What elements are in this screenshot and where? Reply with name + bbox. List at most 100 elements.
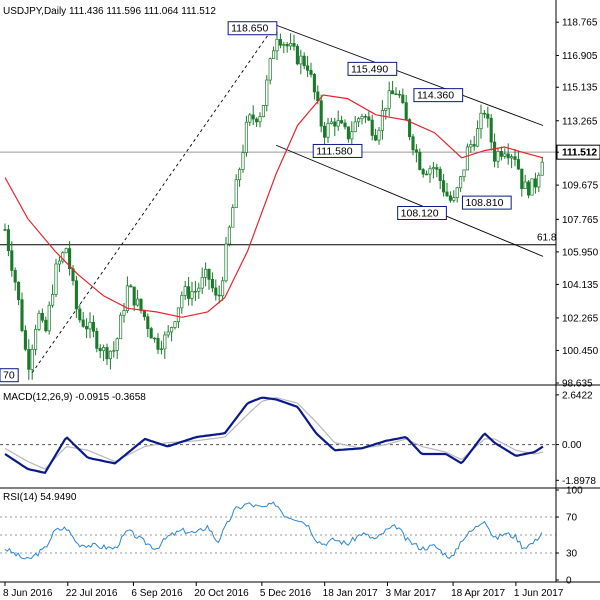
candle-body [224, 243, 228, 282]
candle-body [499, 151, 503, 157]
candle-body [227, 226, 231, 245]
candle-body [251, 114, 255, 120]
candle-body [414, 149, 418, 153]
macd-tick-label: -1.8978 [562, 476, 596, 487]
candle-body [204, 268, 208, 278]
price-annotation-box [227, 21, 278, 36]
trendline [31, 23, 277, 374]
candle-body [442, 180, 446, 193]
candle-body [455, 187, 459, 198]
price-annotation-box [0, 368, 19, 383]
candle-body [404, 102, 408, 120]
candle-body [57, 260, 61, 265]
candle-body [136, 298, 140, 306]
candle-body [452, 197, 456, 201]
candle-body [81, 319, 85, 327]
candle-body [180, 295, 184, 309]
candle-body [346, 126, 350, 140]
candle-body [462, 169, 466, 178]
candle-body [40, 312, 44, 321]
x-tick-label: 20 Oct 2016 [194, 588, 249, 599]
candle-body [23, 330, 27, 350]
candle-body [95, 330, 99, 349]
macd-tick-label: 0.00 [562, 440, 582, 451]
candle-body [329, 121, 333, 124]
candle-body [285, 44, 289, 47]
candle-body [17, 281, 21, 301]
candle-body [333, 121, 337, 127]
candle-body [479, 112, 483, 129]
candle-body [193, 290, 197, 293]
x-tick-label: 1 Jun 2017 [514, 588, 564, 599]
price-header: USDJPY,Daily 111.436 111.596 111.064 111… [3, 6, 216, 17]
candle-body [115, 338, 119, 351]
candle-body [54, 263, 58, 295]
candle-body [397, 93, 401, 96]
candle-body [275, 39, 279, 52]
price-annotation-label: 108.810 [465, 197, 503, 209]
candle-body [343, 122, 347, 128]
candle-body [418, 151, 422, 170]
candle-body [173, 321, 177, 328]
candle-body [258, 116, 262, 123]
candle-body [323, 125, 327, 138]
candle-body [91, 321, 95, 332]
candle-body [51, 294, 55, 306]
candle-body [170, 327, 174, 333]
candle-body [513, 156, 517, 160]
price-annotation-box [397, 205, 447, 220]
price-tick-label: 100.450 [562, 346, 599, 357]
candle-body [13, 270, 17, 283]
candle-body [496, 151, 500, 162]
candle-body [401, 94, 405, 103]
candle-body [221, 280, 225, 297]
candle-body [510, 156, 514, 159]
candle-body [20, 299, 24, 331]
candle-body [326, 123, 330, 138]
current-price-label: 111.512 [562, 148, 597, 159]
candle-body [353, 121, 357, 133]
candle-body [119, 314, 123, 340]
candle-body [88, 321, 92, 330]
candle-body [166, 331, 170, 336]
candle-body [360, 116, 364, 120]
candle-body [520, 168, 524, 189]
candle-body [142, 310, 146, 318]
candle-body [234, 179, 238, 208]
x-tick-label: 6 Sep 2016 [131, 588, 183, 599]
price-annotation-box [312, 143, 363, 158]
candle-body [268, 58, 272, 81]
candle-body [316, 91, 320, 102]
candle-body [299, 55, 303, 65]
price-tick-label: 111.512 [562, 148, 597, 159]
price-tick-label: 115.135 [562, 83, 598, 94]
candle-body [336, 120, 340, 127]
candle-body [176, 307, 180, 323]
macd-header: MACD(12,26,9) -0.0915 -0.3658 [3, 392, 146, 403]
price-pane: 118.650 115.490 114.360 111.580 108.120 108.8… [0, 6, 600, 383]
candle-body [295, 45, 299, 65]
candle-body [231, 207, 235, 228]
price-tick-label: 113.265 [562, 116, 598, 127]
candle-body [319, 100, 323, 127]
candle-body [391, 90, 395, 95]
candle-body [149, 328, 153, 339]
rsi-tick-label: 30 [566, 549, 578, 560]
price-tick-label: 102.265 [562, 313, 599, 324]
candle-body [425, 173, 429, 176]
candle-body [493, 141, 497, 162]
candle-body [428, 168, 432, 175]
moving-average-line [4, 94, 544, 318]
candle-body [244, 121, 248, 153]
candle-body [411, 136, 415, 151]
price-annotation-label: 114.360 [417, 90, 454, 102]
candle-body [435, 167, 439, 170]
candle-body [146, 316, 150, 329]
fib-label: 61.8 [537, 233, 557, 244]
candle-body [309, 69, 313, 75]
x-tick-label: 8 Jun 2016 [3, 588, 53, 599]
price-tick-label: 109.675 [562, 181, 599, 192]
candle-body [272, 50, 276, 60]
macd-line [4, 396, 544, 475]
